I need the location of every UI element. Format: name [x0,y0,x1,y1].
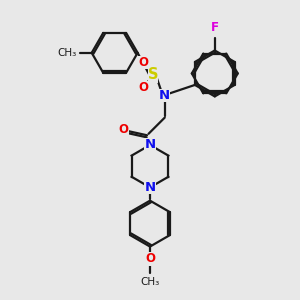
Text: N: N [144,139,156,152]
Text: O: O [139,81,148,94]
Text: N: N [159,89,170,102]
Text: O: O [118,123,128,136]
Text: F: F [211,21,219,34]
Text: O: O [145,252,155,266]
Text: N: N [144,181,156,194]
Text: CH₃: CH₃ [140,277,160,286]
Text: O: O [139,56,148,69]
Text: S: S [148,68,158,82]
Text: CH₃: CH₃ [58,48,77,58]
